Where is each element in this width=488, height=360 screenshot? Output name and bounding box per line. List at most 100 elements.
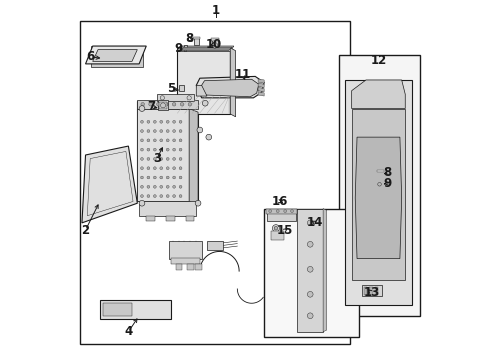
Bar [158, 100, 168, 111]
Polygon shape [176, 46, 233, 51]
Circle shape [274, 226, 277, 230]
Polygon shape [100, 300, 171, 319]
Bar [376, 170, 383, 172]
Circle shape [166, 185, 169, 188]
Polygon shape [258, 79, 264, 83]
Circle shape [147, 130, 149, 132]
Text: 2: 2 [81, 224, 89, 237]
Bar [193, 37, 199, 45]
Circle shape [290, 210, 293, 212]
Circle shape [139, 201, 144, 206]
Circle shape [172, 139, 175, 142]
Circle shape [153, 148, 156, 151]
Polygon shape [266, 208, 296, 221]
Circle shape [160, 96, 164, 100]
Circle shape [153, 185, 156, 188]
Polygon shape [91, 46, 142, 67]
Circle shape [172, 120, 175, 123]
Circle shape [140, 148, 143, 151]
Circle shape [188, 103, 191, 106]
Circle shape [140, 157, 143, 160]
Circle shape [166, 176, 169, 179]
Circle shape [179, 167, 182, 170]
Circle shape [140, 176, 143, 179]
Circle shape [172, 195, 175, 198]
Circle shape [147, 176, 149, 179]
Text: 8: 8 [383, 166, 391, 179]
Text: 7: 7 [147, 100, 155, 113]
Circle shape [202, 100, 207, 106]
Polygon shape [195, 264, 201, 270]
Bar [103, 303, 132, 316]
Polygon shape [187, 264, 193, 270]
Polygon shape [297, 208, 323, 332]
Circle shape [140, 130, 143, 132]
Circle shape [140, 120, 143, 123]
Circle shape [160, 148, 163, 151]
Circle shape [307, 266, 312, 272]
Circle shape [153, 130, 156, 132]
Circle shape [140, 195, 143, 198]
Circle shape [179, 195, 182, 198]
Circle shape [179, 176, 182, 179]
Text: 3: 3 [153, 152, 161, 165]
Text: 14: 14 [306, 216, 323, 229]
Circle shape [147, 120, 149, 123]
Text: 13: 13 [363, 286, 379, 299]
Text: 6: 6 [86, 50, 94, 63]
Polygon shape [196, 76, 264, 98]
Polygon shape [181, 47, 231, 51]
Circle shape [156, 103, 160, 106]
Circle shape [172, 157, 175, 160]
Circle shape [153, 157, 156, 160]
Circle shape [140, 185, 143, 188]
Circle shape [160, 195, 163, 198]
Polygon shape [323, 208, 326, 332]
Circle shape [147, 148, 149, 151]
Bar [361, 285, 382, 296]
Text: 11: 11 [234, 68, 250, 81]
Text: 12: 12 [369, 54, 386, 67]
Circle shape [172, 185, 175, 188]
Circle shape [307, 220, 312, 226]
Polygon shape [171, 258, 200, 264]
Circle shape [268, 210, 271, 212]
Circle shape [147, 185, 149, 188]
Polygon shape [137, 109, 189, 202]
Text: 4: 4 [124, 325, 132, 338]
Bar [368, 287, 372, 295]
Polygon shape [137, 100, 198, 109]
Circle shape [307, 313, 312, 319]
Text: 5: 5 [167, 82, 175, 95]
Text: 9: 9 [174, 42, 182, 55]
Circle shape [160, 185, 163, 188]
Polygon shape [351, 109, 405, 280]
Polygon shape [206, 241, 223, 249]
Polygon shape [169, 241, 201, 258]
Circle shape [166, 167, 169, 170]
Circle shape [147, 139, 149, 142]
Circle shape [205, 134, 211, 140]
Polygon shape [93, 50, 137, 62]
Polygon shape [258, 83, 264, 87]
Circle shape [153, 195, 156, 198]
Circle shape [141, 103, 144, 106]
Circle shape [179, 139, 182, 142]
Bar [363, 287, 366, 295]
Circle shape [180, 103, 183, 106]
Circle shape [153, 120, 156, 123]
Text: 10: 10 [205, 38, 222, 51]
Circle shape [140, 167, 143, 170]
Polygon shape [176, 48, 230, 114]
Circle shape [160, 167, 163, 170]
Polygon shape [189, 109, 198, 205]
Circle shape [179, 120, 182, 123]
Circle shape [375, 181, 382, 188]
Text: 1: 1 [211, 4, 220, 17]
Bar [193, 37, 200, 39]
Circle shape [147, 195, 149, 198]
Circle shape [160, 120, 163, 123]
Bar [179, 85, 183, 91]
Bar [339, 55, 419, 316]
Circle shape [164, 103, 168, 106]
